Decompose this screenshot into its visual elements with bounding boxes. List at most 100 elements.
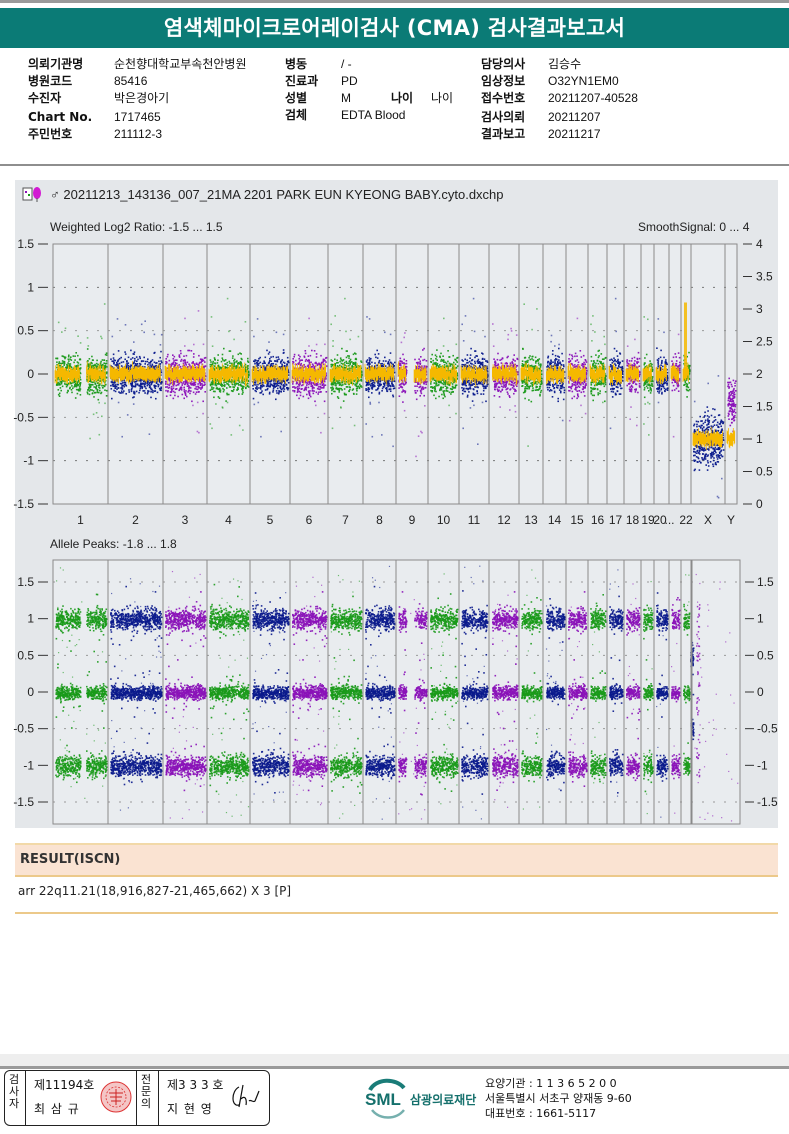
data-point — [440, 360, 442, 362]
data-point — [443, 390, 446, 392]
data-point — [355, 366, 357, 369]
data-point — [320, 382, 323, 384]
data-point — [217, 381, 220, 384]
data-point — [269, 364, 272, 366]
data-point — [302, 384, 304, 386]
data-point — [299, 381, 301, 383]
data-point — [181, 393, 184, 396]
data-point — [186, 381, 188, 383]
data-point — [124, 358, 126, 361]
data-point — [246, 369, 249, 371]
data-point — [365, 389, 367, 391]
data-point — [225, 363, 227, 365]
data-point — [145, 387, 147, 390]
data-point — [124, 353, 127, 355]
data-point — [104, 353, 107, 356]
data-point — [154, 365, 156, 368]
data-point — [172, 387, 175, 390]
data-point — [74, 397, 77, 399]
data-point — [276, 387, 279, 390]
data-point — [292, 383, 294, 385]
data-point — [300, 384, 303, 387]
data-point — [232, 383, 234, 386]
data-point — [360, 379, 362, 381]
data-point — [430, 361, 433, 363]
data-point — [212, 360, 214, 363]
data-point — [308, 317, 310, 320]
data-point — [323, 380, 326, 383]
data-point — [392, 395, 395, 398]
data-point — [60, 362, 62, 365]
data-point — [209, 365, 212, 368]
data-point — [104, 364, 107, 367]
data-point — [295, 359, 297, 362]
smooth-signal-8 — [364, 363, 395, 385]
data-point — [124, 382, 126, 384]
data-point — [94, 363, 96, 366]
data-point — [96, 368, 98, 370]
data-point — [336, 396, 339, 398]
data-point — [283, 380, 285, 382]
data-point — [70, 359, 73, 361]
data-point — [347, 355, 349, 357]
data-point — [87, 386, 90, 389]
data-point — [440, 381, 443, 384]
data-point — [430, 386, 432, 388]
data-point — [165, 386, 167, 388]
data-point — [189, 364, 191, 367]
smooth-signal-7 — [329, 362, 362, 386]
data-point — [279, 362, 282, 364]
data-point — [312, 382, 315, 384]
data-point — [139, 363, 142, 366]
data-point — [185, 382, 187, 384]
data-point — [448, 404, 450, 407]
data-point — [149, 364, 151, 366]
data-point — [383, 386, 385, 388]
data-point — [318, 391, 320, 393]
data-point — [275, 363, 277, 366]
data-point — [311, 363, 314, 365]
data-point — [255, 362, 258, 364]
data-point — [349, 363, 351, 366]
data-point — [448, 356, 451, 358]
data-point — [219, 366, 222, 369]
data-point — [226, 393, 229, 396]
data-point — [296, 394, 298, 397]
data-point — [160, 371, 163, 374]
data-point — [152, 391, 154, 394]
data-point — [273, 384, 276, 387]
data-point — [278, 366, 280, 369]
data-point — [180, 381, 183, 384]
data-point — [276, 360, 279, 363]
data-point — [444, 383, 447, 386]
data-point — [223, 381, 225, 384]
data-point — [312, 386, 314, 388]
data-point — [120, 390, 123, 392]
data-point — [376, 364, 379, 367]
data-point — [287, 382, 290, 384]
data-point — [65, 385, 68, 388]
info-row-specimen: 검체 EDTA Blood — [285, 107, 453, 124]
info-row-institution: 의뢰기관명 순천향대학교부속천안병원 — [28, 56, 246, 73]
data-point — [425, 365, 427, 368]
data-point — [129, 366, 132, 368]
data-point — [153, 361, 156, 364]
data-point — [357, 385, 359, 388]
data-point — [161, 361, 163, 364]
data-point — [190, 383, 192, 386]
data-point — [358, 379, 360, 382]
data-point — [150, 391, 152, 393]
data-point — [269, 359, 271, 362]
data-point — [366, 383, 368, 386]
data-point — [101, 359, 104, 361]
data-point — [418, 386, 420, 389]
data-point — [256, 385, 258, 388]
data-point — [389, 361, 392, 364]
data-point — [371, 361, 373, 364]
data-point — [116, 363, 118, 365]
data-point — [132, 403, 135, 405]
data-point — [316, 383, 318, 385]
data-point — [345, 393, 347, 396]
data-point — [154, 368, 157, 371]
data-point — [282, 378, 285, 380]
